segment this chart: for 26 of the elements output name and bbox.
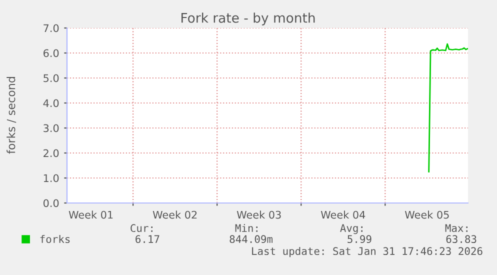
y-tick-label: 4.0 — [43, 99, 59, 108]
y-tick-label: 1.0 — [44, 174, 59, 182]
text: 63.83 — [446, 235, 476, 244]
y-tick-label: 0.0 — [43, 199, 59, 208]
line-series — [428, 43, 468, 172]
x-tick-label: Week 02 — [152, 210, 197, 219]
text: Last update: Sat Jan 31 17:46:23 2026 — [252, 246, 482, 258]
text: Cur: — [130, 224, 152, 232]
y-tick-label: 7.0 — [44, 24, 59, 32]
text: 5.99 — [348, 235, 372, 244]
x-tick-label: Week 05 — [404, 210, 449, 219]
y-axis-title: forks / second — [6, 77, 16, 154]
x-tick-label: Week 03 — [236, 210, 281, 219]
y-tick-label: 6.0 — [44, 49, 59, 58]
x-tick-label: Week 04 — [320, 210, 366, 219]
text: Min: — [235, 224, 258, 232]
x-tick-label: Week 01 — [68, 210, 113, 219]
text: Max: — [445, 224, 468, 232]
text: 6.17 — [136, 235, 160, 244]
legend-label: forks — [40, 234, 70, 244]
y-tick-label: 3.0 — [44, 124, 59, 132]
text: 844.09m — [230, 235, 273, 244]
text: Avg: — [340, 224, 362, 234]
y-tick-label: 5.0 — [44, 74, 59, 82]
y-tick-label: 2.0 — [44, 149, 59, 158]
chart-title: Fork rate - by month — [182, 12, 315, 26]
